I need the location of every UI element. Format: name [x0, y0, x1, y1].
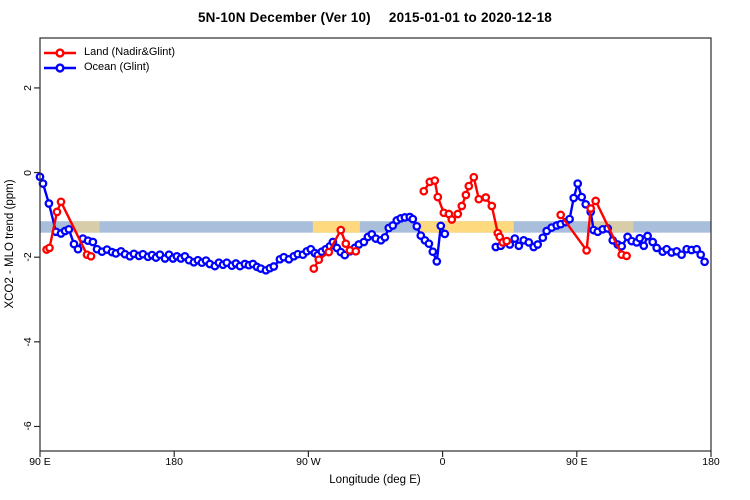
data-point-marker	[648, 237, 658, 247]
legend: Land (Nadir&Glint) Ocean (Glint)	[43, 45, 175, 75]
x-tick-label: 90 E	[29, 456, 51, 468]
data-point-marker	[440, 229, 450, 239]
data-point-marker	[591, 196, 601, 206]
data-point-marker	[457, 201, 467, 211]
data-point-marker	[677, 250, 686, 260]
data-point-marker	[351, 246, 361, 256]
data-point-marker	[692, 244, 702, 254]
data-point-marker	[469, 172, 479, 182]
data-point-marker	[64, 224, 74, 234]
data-point-marker	[433, 192, 443, 202]
data-point-marker	[324, 247, 334, 257]
title-region-month: 5N-10N December (Ver 10)	[197, 10, 371, 25]
highlight-band	[72, 221, 100, 233]
data-point-marker	[419, 186, 429, 196]
data-point-marker	[412, 221, 422, 231]
legend-ocean-line-marker-icon	[44, 62, 76, 73]
data-point-marker	[474, 194, 484, 204]
data-point-marker	[44, 199, 54, 208]
y-axis-title: XCO2 - MLO trend (ppm)	[4, 179, 16, 309]
data-point-marker	[481, 193, 491, 202]
data-point-marker	[309, 264, 319, 273]
data-point-marker	[639, 241, 649, 251]
data-point-marker	[502, 236, 512, 246]
data-point-marker	[700, 257, 709, 267]
y-tick-label: -6	[22, 421, 34, 432]
data-point-marker	[461, 190, 471, 200]
data-point-marker	[577, 192, 587, 202]
y-tick-label: -4	[22, 337, 34, 347]
legend-entry-land: Land (Nadir&Glint)	[43, 45, 175, 60]
data-point-marker	[436, 221, 446, 231]
highlight-band	[312, 221, 360, 233]
x-tick-label: 180	[165, 456, 183, 468]
data-point-marker	[652, 243, 662, 253]
legend-entry-ocean: Ocean (Glint)	[43, 60, 175, 75]
data-point-marker	[380, 232, 390, 242]
data-point-marker	[73, 244, 83, 254]
data-point-marker	[538, 233, 548, 243]
data-point-marker	[556, 210, 566, 220]
data-point-marker	[635, 233, 645, 243]
data-point-marker	[586, 204, 596, 213]
data-point-marker	[45, 243, 54, 253]
y-tick-label: 0	[22, 169, 34, 176]
page-title: 5N-10N December (Ver 10) 2015-01-01 to 2…	[0, 10, 750, 25]
reference-band	[40, 221, 711, 233]
data-point-marker	[569, 193, 579, 203]
y-tick-label: 2	[22, 85, 34, 91]
data-point-marker	[524, 238, 534, 247]
data-point-marker	[696, 250, 706, 260]
data-point-marker	[447, 215, 457, 224]
x-axis-title: Longitude (deg E)	[329, 474, 421, 486]
y-tick-label: -2	[22, 252, 34, 262]
data-point-marker	[510, 234, 520, 243]
title-date-range: 2015-01-01 to 2020-12-18	[388, 10, 553, 25]
data-point-marker	[643, 231, 652, 241]
legend-land-line-marker-icon	[44, 47, 76, 58]
data-point-marker	[487, 201, 497, 211]
data-point-marker	[432, 257, 442, 266]
data-point-marker	[314, 255, 324, 265]
x-tick-label: 180	[702, 456, 720, 468]
data-point-marker	[38, 179, 48, 188]
legend-label-land: Land (Nadir&Glint)	[84, 46, 176, 58]
data-point-marker	[573, 179, 583, 188]
x-tick-label: 90 W	[296, 456, 321, 468]
data-point-marker	[565, 214, 574, 224]
x-tick-label: 90 E	[565, 456, 588, 468]
data-point-marker	[52, 207, 62, 217]
data-point-marker	[269, 262, 279, 271]
data-point-marker	[86, 251, 96, 261]
data-point-marker	[341, 239, 351, 249]
plot-border	[39, 37, 712, 452]
data-point-marker	[408, 214, 418, 224]
data-point-marker	[622, 251, 631, 261]
data-point-marker	[424, 239, 434, 249]
data-point-marker	[430, 176, 440, 185]
data-point-marker	[533, 240, 543, 249]
data-point-marker	[514, 241, 524, 251]
data-point-marker	[88, 237, 98, 247]
legend-label-ocean: Ocean (Glint)	[84, 61, 150, 73]
data-point-marker	[428, 247, 438, 257]
data-point-marker	[582, 246, 591, 255]
data-point-marker	[453, 209, 463, 219]
highlight-band	[417, 221, 514, 233]
data-point-marker	[464, 181, 474, 191]
data-point-marker	[336, 225, 346, 235]
data-point-marker	[56, 197, 66, 207]
x-tick-label: 0	[439, 456, 446, 468]
